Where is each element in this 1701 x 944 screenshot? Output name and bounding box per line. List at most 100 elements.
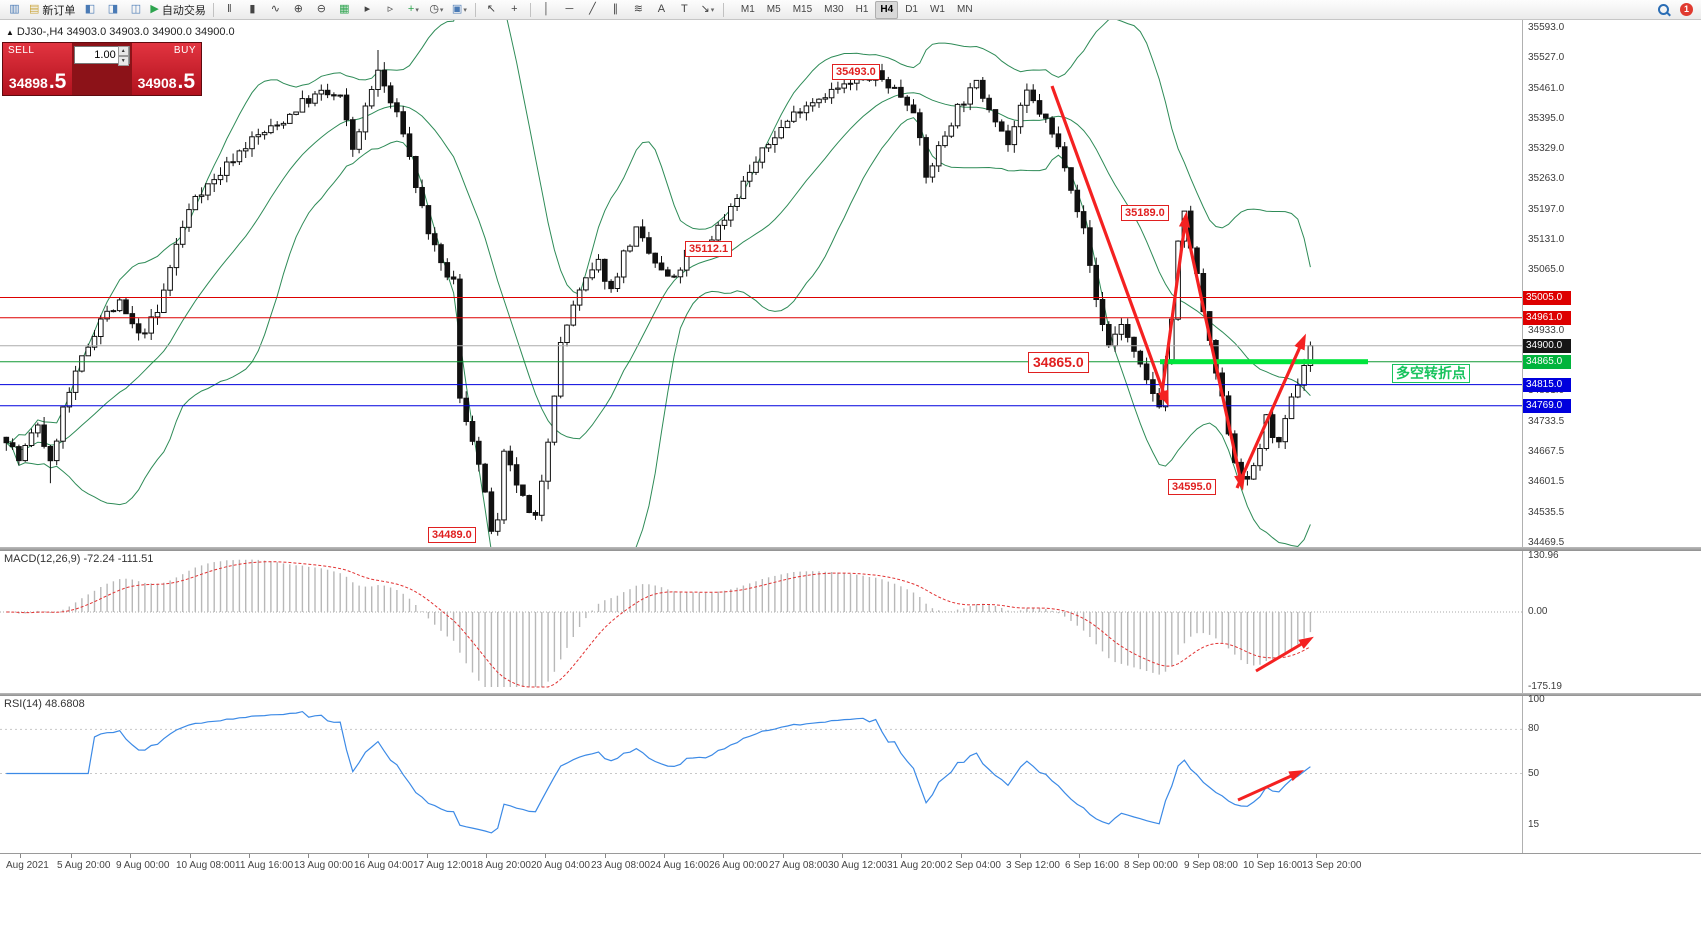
chart-area[interactable]: ▲ DJ30-,H4 34903.0 34903.0 34900.0 34900.… — [0, 20, 1522, 547]
time-axis-tick — [486, 854, 487, 858]
panel-splitter[interactable] — [0, 693, 1701, 696]
time-axis-tick — [783, 854, 784, 858]
rsi-canvas[interactable] — [0, 696, 1522, 853]
time-axis-label: 13 Sep 20:00 — [1302, 860, 1362, 871]
timeframe-m1[interactable]: M1 — [740, 3, 755, 15]
dropdown-caret-icon[interactable]: ▾ — [415, 6, 419, 14]
price-chart-canvas[interactable] — [0, 20, 1522, 547]
price-annotation[interactable]: 34595.0 — [1168, 479, 1216, 495]
price-tag: 35005.0 — [1523, 291, 1571, 305]
label-icon[interactable]: T — [674, 1, 695, 18]
time-axis-label: 11 Aug 16:00 — [235, 860, 294, 871]
crosshair-icon[interactable]: + — [504, 1, 525, 18]
rsi-axis-label: 100 — [1528, 694, 1545, 705]
y-axis-label: 35395.0 — [1528, 113, 1565, 124]
time-axis-tick — [190, 854, 191, 858]
time-axis-label: 3 Sep 12:00 — [1006, 860, 1060, 871]
time-axis-tick — [130, 854, 131, 858]
trendline-icon[interactable]: ╱ — [582, 1, 603, 18]
cursor-icon[interactable]: ↖ — [481, 1, 502, 18]
rsi-axis: 100 80 50 15 — [1522, 694, 1701, 853]
price-tag: 34769.0 — [1523, 399, 1571, 413]
data-window-icon[interactable]: ◨ — [102, 1, 123, 18]
toolbar-separator — [529, 2, 531, 17]
zoom-out-icon[interactable]: ⊖ — [311, 1, 332, 18]
rsi-label: RSI(14) 48.6808 — [4, 698, 85, 710]
horizontal-line-icon: ─ — [565, 3, 574, 15]
template-icon[interactable]: ▣ ▾ — [449, 1, 470, 18]
arrows-tool-icon[interactable]: ↘ ▾ — [697, 1, 718, 18]
y-axis-label: 35263.0 — [1528, 173, 1565, 184]
sell-button[interactable]: SELL 34898.5 — [3, 43, 73, 95]
auto-scroll-icon[interactable]: ▸ — [357, 1, 378, 18]
timeframe-m15[interactable]: M15 — [792, 3, 813, 15]
rsi-panel[interactable]: RSI(14) 48.6808 — [0, 696, 1522, 853]
dropdown-caret-icon[interactable]: ▾ — [710, 6, 715, 14]
buy-button[interactable]: BUY 34908.5 — [131, 43, 201, 95]
market-watch-icon[interactable]: ◧ — [79, 1, 100, 18]
candlestick-chart-icon[interactable]: ▮ — [242, 1, 263, 18]
timeframe-m5[interactable]: M5 — [766, 3, 781, 15]
dropdown-caret-icon[interactable]: ▾ — [439, 6, 444, 14]
time-axis[interactable]: Aug 2021 5 Aug 20:00 9 Aug 00:00 10 Aug 08:… — [0, 853, 1701, 876]
chart-shift-icon[interactable]: ▹ — [380, 1, 401, 18]
y-axis-label: 35197.0 — [1528, 204, 1565, 215]
macd-panel[interactable]: MACD(12,26,9) -72.24 -111.51 — [0, 551, 1522, 693]
text-icon: A — [657, 3, 666, 15]
dropdown-caret-icon[interactable]: ▾ — [463, 6, 467, 14]
time-axis-label: 6 Sep 16:00 — [1065, 860, 1119, 871]
timeframe-w1[interactable]: W1 — [929, 3, 945, 15]
price-axis[interactable]: 35593.0 35527.0 35461.0 35395.0 35329.0 35263… — [1522, 20, 1701, 548]
rsi-axis-label: 15 — [1528, 819, 1540, 830]
price-annotation[interactable]: 35189.0 — [1121, 205, 1169, 221]
volume-decrease-button[interactable]: ▼ — [117, 56, 129, 66]
timeframe-group: M1 M5 M15 M30 H1 H4 D1 W1 MN — [735, 0, 979, 19]
price-annotation[interactable]: 35493.0 — [832, 64, 880, 80]
timeframe-m30[interactable]: M30 — [824, 3, 844, 15]
time-axis-label: 16 Aug 04:00 — [354, 860, 413, 871]
chart-window-icon[interactable]: ▥ — [4, 1, 25, 18]
panel-splitter[interactable] — [0, 547, 1701, 551]
new-order-button[interactable]: ▤ 新订单 — [27, 1, 77, 18]
timeframe-h4[interactable]: H4 — [875, 0, 899, 19]
volume-spinner: ▲ ▼ — [117, 46, 129, 66]
indicators-icon[interactable]: + ▾ — [403, 1, 424, 18]
bar-chart-icon[interactable]: ‖ — [219, 1, 240, 18]
text-annotation[interactable]: 多空转折点 — [1392, 364, 1470, 383]
time-axis-tick — [427, 854, 428, 858]
toolbar: ▥ ▤ 新订单 ◧ ◨ ◫ ▶ 自动交易 ‖ ▮ ∿ ⊕ ⊖ ▦ ▸ ▹ + ▾ ◷ ▾ ▣ ▾ ↖ + │ ─ ╱ ∥ ≋ A T ↘ ▾ M1… — [0, 0, 1701, 20]
tile-windows-icon[interactable]: ▦ — [334, 1, 355, 18]
time-axis-label: 30 Aug 12:00 — [828, 860, 887, 871]
horizontal-line-icon[interactable]: ─ — [559, 1, 580, 18]
price-annotation[interactable]: 34865.0 — [1028, 352, 1089, 373]
auto-scroll-icon: ▸ — [364, 3, 371, 15]
sell-label: SELL — [8, 45, 35, 56]
macd-axis-label: -175.19 — [1528, 681, 1562, 692]
macd-canvas[interactable] — [0, 551, 1522, 693]
volume-increase-button[interactable]: ▲ — [117, 46, 129, 56]
price-annotation[interactable]: 35112.1 — [685, 241, 733, 257]
text-icon[interactable]: A — [651, 1, 672, 18]
y-axis-label: 34469.5 — [1528, 537, 1565, 548]
fibonacci-icon[interactable]: ≋ — [628, 1, 649, 18]
period-icon[interactable]: ◷ ▾ — [426, 1, 447, 18]
vertical-line-icon[interactable]: │ — [536, 1, 557, 18]
line-chart-icon[interactable]: ∿ — [265, 1, 286, 18]
timeframe-d1[interactable]: D1 — [905, 3, 918, 15]
channel-icon[interactable]: ∥ — [605, 1, 626, 18]
time-axis-label: 10 Aug 08:00 — [176, 860, 235, 871]
timeframe-mn[interactable]: MN — [956, 3, 973, 15]
volume-input[interactable] — [74, 46, 130, 64]
autotrading-button[interactable]: ▶ 自动交易 — [148, 1, 207, 18]
time-axis-tick — [842, 854, 843, 858]
terminal-icon[interactable]: ◫ — [125, 1, 146, 18]
time-axis-label: 13 Aug 00:00 — [294, 860, 353, 871]
notification-badge[interactable]: 1 — [1680, 3, 1693, 16]
time-axis-tick — [961, 854, 962, 858]
timeframe-h1[interactable]: H1 — [855, 3, 869, 15]
y-axis-label: 35329.0 — [1528, 143, 1565, 154]
zoom-in-icon[interactable]: ⊕ — [288, 1, 309, 18]
price-annotation[interactable]: 34489.0 — [428, 527, 476, 543]
search-icon[interactable] — [1653, 1, 1674, 18]
y-axis-label: 34933.0 — [1528, 325, 1565, 336]
